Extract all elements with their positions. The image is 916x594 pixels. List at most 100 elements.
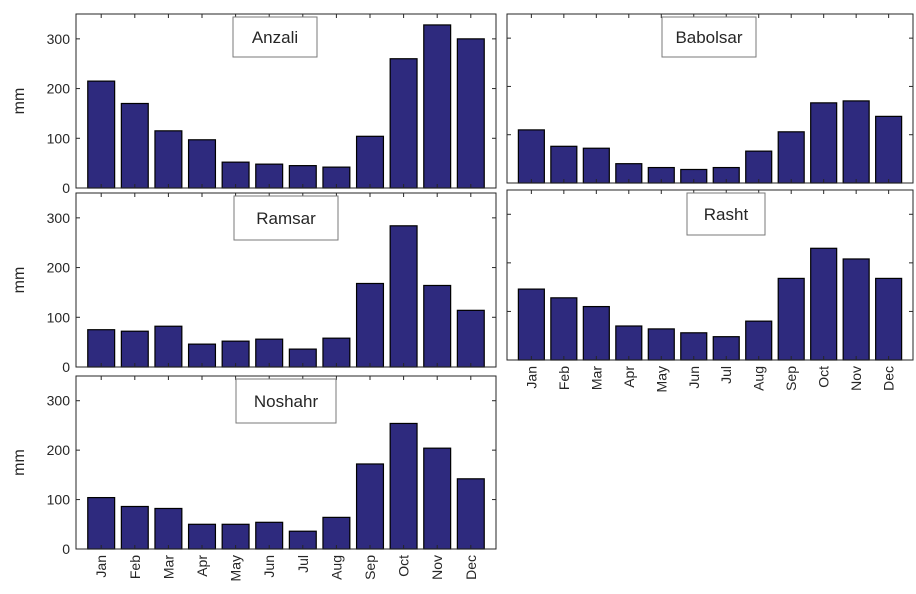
x-tick-label-apr: Apr (621, 366, 637, 388)
y-tick-label: 200 (47, 260, 71, 276)
bar-feb (120, 505, 149, 550)
bar-aug (745, 150, 773, 184)
axes-box (75, 192, 497, 368)
bar-mar (154, 325, 183, 368)
bar-jan (87, 496, 116, 550)
bar-jun (255, 338, 284, 368)
y-tick-label: 300 (47, 210, 71, 226)
subplot-2: 0 100 200 300 mm Ramsar (11, 192, 497, 375)
bar-may (221, 523, 250, 550)
x-tick-label-nov: Nov (848, 366, 864, 391)
bar-apr (187, 523, 217, 550)
bar-oct (389, 225, 418, 368)
x-tick-label-aug: Aug (328, 555, 344, 580)
x-tick-label-oct: Oct (396, 555, 412, 577)
bar-sep (355, 282, 385, 368)
x-tick-label-mar: Mar (588, 366, 604, 390)
bar-feb (120, 330, 149, 368)
bar-apr (615, 325, 643, 361)
legend-box (661, 16, 757, 58)
x-tick-label-dec: Dec (881, 366, 897, 391)
bar-feb (550, 145, 578, 184)
y-axis-label: mm (11, 267, 28, 294)
subplot-3: Jan Feb Mar Apr May Jun Jul Aug Sep Oct Nov Dec Rash… (506, 189, 914, 392)
bar-nov (842, 258, 870, 361)
bar-aug (322, 516, 351, 550)
bar-dec (456, 38, 485, 189)
bar-dec (875, 115, 903, 184)
bar-oct (389, 58, 418, 189)
y-tick-label: 200 (47, 442, 71, 458)
legend-box (233, 195, 339, 241)
bar-jan (517, 288, 545, 361)
bar-oct (810, 247, 838, 361)
subplot-title: Noshahr (254, 392, 319, 411)
subplot-title: Babolsar (675, 28, 742, 47)
bar-feb (120, 102, 149, 189)
y-tick-label: 0 (62, 180, 70, 196)
bar-sep (355, 135, 385, 189)
bar-feb (550, 297, 578, 361)
x-tick-label-sep: Sep (783, 366, 799, 391)
bar-aug (322, 337, 351, 368)
subplot-0: 0 100 200 300 mm Anzali (11, 13, 497, 196)
x-tick-label-aug: Aug (751, 366, 767, 391)
bar-jan (87, 80, 116, 189)
x-tick-label-dec: Dec (463, 555, 479, 580)
axes-box (75, 13, 497, 189)
y-tick-label: 0 (62, 541, 70, 557)
bar-dec (875, 277, 903, 361)
x-tick-label-apr: Apr (194, 555, 210, 577)
x-tick-label-may: May (653, 366, 669, 392)
subplot-title: Anzali (252, 28, 298, 47)
bar-mar (154, 130, 183, 189)
legend-box (232, 16, 318, 58)
x-tick-label-jun: Jun (686, 366, 702, 389)
subplot-4: 0 100 200 300 Jan Feb Mar Apr May Jun Jul Aug Sep Oct… (11, 375, 497, 581)
subplot-title: Ramsar (256, 209, 316, 228)
bar-oct (389, 422, 418, 550)
bar-sep (777, 131, 805, 184)
subplot-1: Babolsar (506, 13, 914, 184)
bar-dec (456, 478, 485, 550)
bar-jun (680, 332, 708, 361)
axes-box (506, 189, 914, 361)
bar-may (647, 328, 675, 361)
x-tick-label-jul: Jul (718, 366, 734, 384)
bar-nov (423, 24, 452, 189)
x-tick-label-jan: Jan (523, 366, 539, 389)
y-axis-label: mm (11, 449, 28, 476)
y-tick-label: 100 (47, 309, 71, 325)
bar-jan (517, 129, 545, 184)
bar-jan (87, 329, 116, 368)
x-tick-label-feb: Feb (556, 366, 572, 390)
x-tick-label-mar: Mar (160, 555, 176, 579)
x-tick-label-sep: Sep (362, 555, 378, 580)
bar-oct (810, 102, 838, 184)
bar-may (221, 340, 250, 368)
bar-nov (423, 284, 452, 368)
bar-nov (842, 100, 870, 184)
x-tick-label-jul: Jul (295, 555, 311, 573)
subplot-title: Rasht (704, 205, 749, 224)
legend-box (235, 378, 337, 424)
x-tick-label-nov: Nov (429, 555, 445, 580)
x-tick-label-may: May (228, 555, 244, 581)
y-tick-label: 0 (62, 359, 70, 375)
y-tick-label: 100 (47, 130, 71, 146)
axes-box (506, 13, 914, 184)
legend-box (686, 192, 766, 236)
y-tick-label: 100 (47, 492, 71, 508)
bar-sep (355, 463, 385, 550)
y-tick-label: 200 (47, 81, 71, 97)
x-tick-label-jan: Jan (93, 555, 109, 578)
y-tick-label: 300 (47, 31, 71, 47)
bar-aug (745, 320, 773, 361)
y-axis-label: mm (11, 88, 28, 115)
bar-mar (582, 147, 610, 184)
axes-box (75, 375, 497, 550)
y-tick-label: 300 (47, 393, 71, 409)
bar-mar (154, 507, 183, 550)
